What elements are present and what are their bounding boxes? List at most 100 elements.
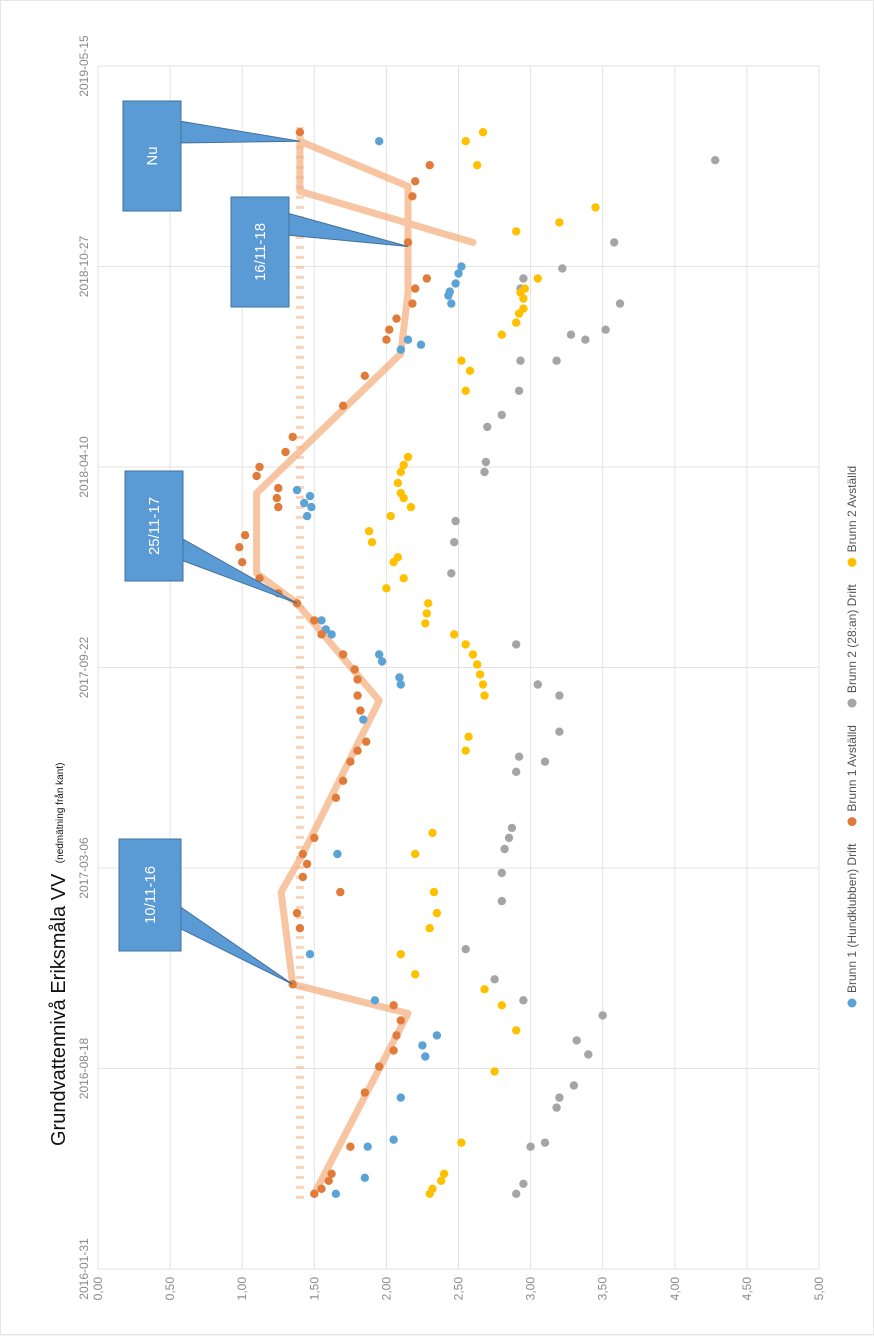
legend-item: Brunn 2 (28:an) Drift	[845, 584, 859, 708]
data-points-layer	[235, 128, 720, 1199]
legend-item: Brunn 1 (Hundklubben) Drift	[845, 843, 859, 1008]
data-point	[382, 335, 391, 344]
data-point	[238, 558, 247, 567]
data-point	[356, 706, 365, 715]
data-point	[403, 335, 413, 344]
value-tick-label: 4,00	[668, 1277, 682, 1301]
data-point	[540, 1138, 550, 1147]
data-point	[240, 531, 250, 540]
data-point	[461, 746, 470, 755]
data-point	[364, 527, 374, 536]
value-tick-label: 0,50	[163, 1277, 177, 1301]
legend-label: Brunn 1 (Hundklubben) Drift	[845, 843, 859, 993]
data-point	[514, 386, 524, 395]
series-4	[364, 128, 600, 1199]
data-point	[370, 996, 380, 1005]
data-point	[429, 887, 439, 897]
data-point	[451, 516, 460, 526]
data-point	[305, 491, 315, 501]
data-point	[475, 670, 485, 679]
data-point	[411, 970, 420, 979]
data-point	[421, 1052, 430, 1061]
data-point	[480, 467, 489, 477]
data-point	[252, 471, 261, 481]
data-point	[406, 502, 416, 512]
callout-pointer	[178, 905, 293, 985]
data-point	[461, 945, 470, 954]
data-point	[519, 996, 528, 1005]
data-point	[288, 432, 297, 442]
data-point	[353, 691, 362, 700]
data-point	[292, 908, 302, 918]
data-point	[255, 574, 264, 583]
callout-label: Nu	[144, 146, 161, 165]
callout-box	[124, 470, 184, 582]
callout-label: 25/11-17	[146, 497, 163, 555]
data-point	[540, 757, 550, 766]
data-point	[552, 1103, 561, 1112]
data-point	[437, 1176, 446, 1186]
data-point	[465, 366, 475, 375]
legend-item: Brunn 1 Avställd	[845, 725, 859, 827]
date-tick-label: 2017-03-06	[77, 837, 91, 899]
data-point	[480, 691, 489, 700]
callout: 16/11-18	[230, 196, 409, 308]
data-point	[411, 849, 420, 859]
data-point	[512, 640, 521, 649]
callout: Nu	[122, 100, 300, 212]
data-point	[393, 553, 403, 562]
data-point	[483, 422, 492, 432]
callout-pointer	[178, 120, 300, 144]
data-point	[512, 318, 521, 327]
data-point	[386, 511, 395, 521]
data-point	[497, 330, 506, 339]
data-point	[392, 314, 401, 323]
data-point	[598, 1011, 607, 1020]
data-point	[403, 238, 413, 247]
legend-swatch	[847, 557, 857, 567]
data-point	[331, 1189, 341, 1199]
data-point	[281, 447, 290, 457]
data-point	[581, 335, 590, 344]
title-layer: Grundvattennivå Eriksmåla VV (nedmätning…	[48, 763, 70, 1146]
data-point	[396, 1016, 405, 1025]
data-point	[395, 673, 404, 682]
data-point	[310, 833, 319, 843]
data-point	[255, 462, 264, 472]
data-point	[411, 284, 420, 293]
data-point	[424, 599, 433, 608]
data-point	[331, 793, 341, 802]
data-point	[478, 680, 488, 689]
data-point	[399, 574, 408, 583]
legend-label: Brunn 2 (28:an) Drift	[845, 584, 859, 693]
legend: Brunn 1 (Hundklubben) Drift Brunn 1 Avstä…	[845, 466, 859, 1008]
data-point	[317, 630, 326, 639]
value-tick-label: 3,50	[596, 1277, 610, 1301]
data-point	[473, 161, 482, 170]
data-point	[360, 1173, 369, 1183]
data-point	[389, 1001, 398, 1010]
data-point	[360, 1088, 369, 1097]
series-2	[235, 128, 434, 1199]
data-point	[461, 386, 470, 395]
data-point	[362, 737, 371, 746]
data-point	[327, 1169, 336, 1179]
data-point	[295, 128, 305, 137]
data-point	[519, 304, 528, 313]
data-point	[497, 896, 506, 906]
data-point	[480, 985, 489, 994]
series-3	[447, 156, 720, 1199]
data-point	[359, 715, 368, 724]
data-point	[610, 238, 619, 247]
data-point	[353, 675, 362, 684]
legend-swatch	[847, 998, 857, 1008]
value-tick-label: 2,50	[452, 1277, 466, 1301]
data-point	[411, 177, 420, 186]
data-point	[396, 345, 405, 354]
data-point	[396, 680, 405, 689]
data-point	[425, 924, 434, 933]
data-point	[457, 1138, 466, 1147]
data-point	[399, 460, 408, 470]
data-point	[457, 262, 466, 271]
legend-label: Brunn 1 Avställd	[845, 725, 859, 812]
